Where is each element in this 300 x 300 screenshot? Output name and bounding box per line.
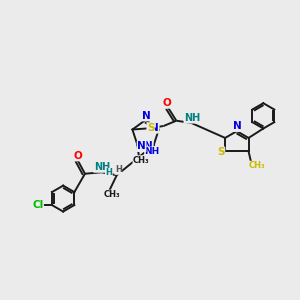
Text: H: H <box>115 165 122 174</box>
Text: CH₃: CH₃ <box>103 190 120 199</box>
Text: NH: NH <box>145 147 160 156</box>
Text: NH: NH <box>184 113 200 123</box>
Text: CH₃: CH₃ <box>248 161 265 170</box>
Text: N: N <box>150 123 159 133</box>
Text: N: N <box>233 122 242 131</box>
Text: O: O <box>73 151 82 161</box>
Text: O: O <box>162 98 171 108</box>
Text: N: N <box>144 141 153 151</box>
Text: N: N <box>142 111 151 121</box>
Text: CH₃: CH₃ <box>133 156 150 165</box>
Text: H: H <box>105 168 112 177</box>
Text: S: S <box>217 147 225 157</box>
Text: Cl: Cl <box>32 200 44 210</box>
Text: N: N <box>137 142 146 152</box>
Text: NH: NH <box>94 162 110 172</box>
Text: S: S <box>147 123 154 133</box>
